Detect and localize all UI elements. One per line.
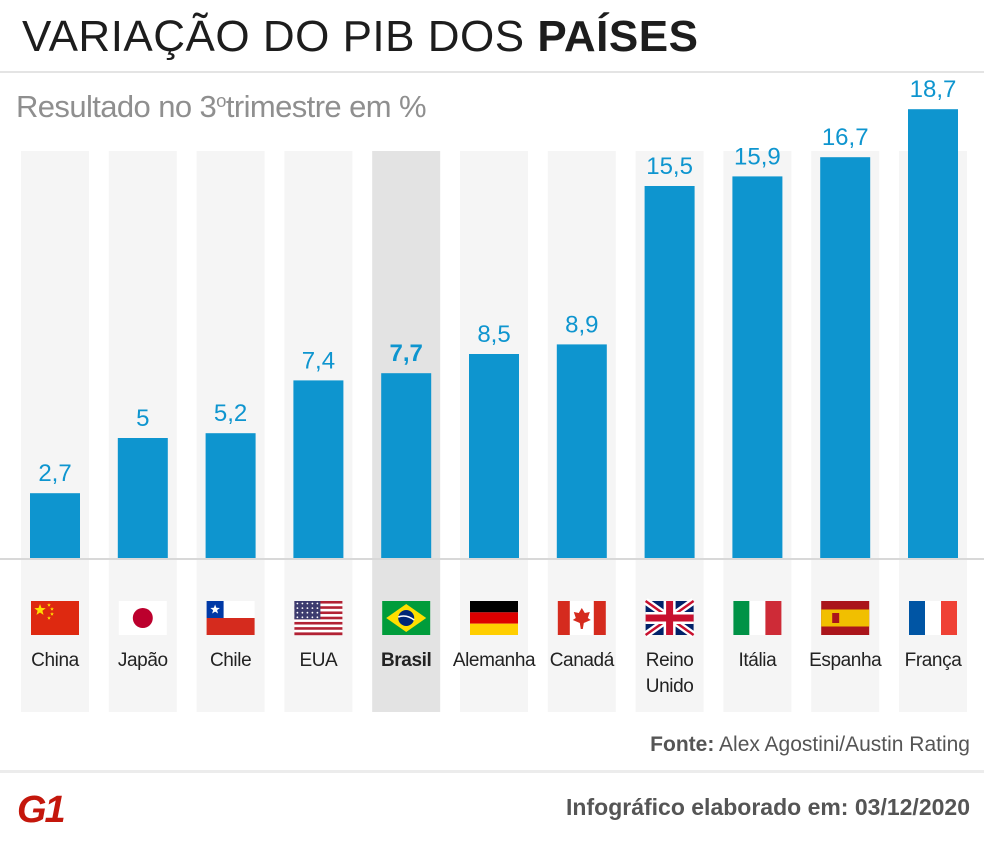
g1-logo: G1 xyxy=(17,791,67,825)
title-regular: VARIAÇÃO DO PIB DOS xyxy=(22,12,525,61)
usa-flag-icon xyxy=(294,601,343,636)
chart-subtitle: Resultado no 3otrimestre em % xyxy=(16,89,427,125)
bar xyxy=(556,344,607,558)
category-label: Canadá xyxy=(550,650,615,671)
category-label: Alemanha xyxy=(453,650,536,671)
bar xyxy=(820,157,871,558)
category-label: Japão xyxy=(118,650,168,671)
category-label: Itália xyxy=(739,650,778,671)
credit-label: Infográfico elaborado em: xyxy=(566,794,849,820)
chile-flag-icon xyxy=(206,601,255,635)
chart-title: VARIAÇÃO DO PIB DOS PAÍSES xyxy=(22,12,698,62)
bar xyxy=(117,438,168,558)
data-label: 5,2 xyxy=(214,400,247,427)
data-label: 15,9 xyxy=(734,143,781,170)
japan-flag-icon xyxy=(118,601,167,635)
data-label: 5 xyxy=(136,405,149,432)
top-divider xyxy=(0,71,984,73)
bar xyxy=(205,433,256,558)
data-label: 18,7 xyxy=(910,76,957,103)
credit-note: Infográfico elaborado em: 03/12/2020 xyxy=(566,794,970,821)
subtitle-pre: Resultado no 3 xyxy=(16,89,217,124)
data-label: 7,7 xyxy=(390,340,423,367)
france-flag-icon xyxy=(909,601,957,635)
germany-flag-icon xyxy=(470,601,518,635)
bar xyxy=(732,176,783,558)
data-label: 2,7 xyxy=(38,460,71,487)
bar xyxy=(381,373,432,558)
italy-flag-icon xyxy=(733,601,782,635)
china-flag-icon xyxy=(31,601,79,635)
title-bold: PAÍSES xyxy=(537,12,699,61)
data-label: 16,7 xyxy=(822,124,869,151)
bar xyxy=(469,354,519,558)
bottom-divider xyxy=(0,770,984,773)
category-label: França xyxy=(905,650,963,671)
source-label: Fonte: xyxy=(650,733,715,756)
chart-baseline xyxy=(0,558,984,560)
subtitle-sup: o xyxy=(216,89,226,111)
category-label: China xyxy=(31,650,79,671)
category-label: Reino xyxy=(646,650,694,671)
bar xyxy=(644,186,695,558)
category-label: Unido xyxy=(646,676,694,697)
data-label: 8,9 xyxy=(565,311,598,338)
canada-flag-icon xyxy=(557,601,606,635)
svg-text:G1: G1 xyxy=(17,791,65,825)
category-label: EUA xyxy=(299,650,338,671)
bar xyxy=(908,109,958,558)
category-label: Chile xyxy=(210,650,251,671)
bar xyxy=(30,493,80,558)
uk-flag-icon xyxy=(643,598,696,638)
source-text: Alex Agostini/Austin Rating xyxy=(719,733,970,756)
spain-flag-icon xyxy=(821,601,870,635)
data-label: 7,4 xyxy=(302,347,335,374)
category-label: Brasil xyxy=(381,650,431,671)
category-label: Espanha xyxy=(809,650,882,671)
bar xyxy=(293,380,344,558)
brazil-flag-icon xyxy=(382,601,431,635)
data-label: 15,5 xyxy=(646,153,693,180)
source-note: Fonte: Alex Agostini/Austin Rating xyxy=(650,733,970,757)
credit-date: 03/12/2020 xyxy=(854,794,970,820)
data-label: 8,5 xyxy=(477,321,510,348)
subtitle-post: trimestre em % xyxy=(225,89,427,124)
